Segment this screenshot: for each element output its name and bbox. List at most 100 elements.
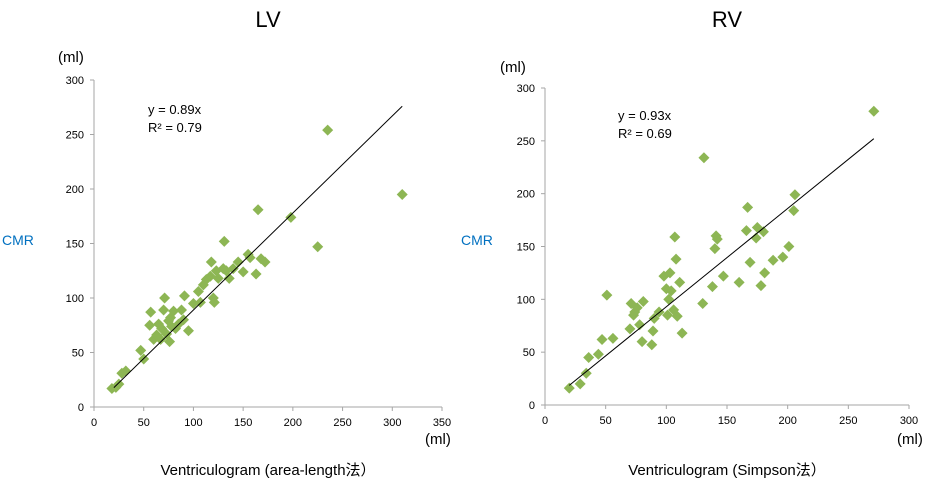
lv-data-point: [194, 296, 206, 308]
rv-data-point: [601, 289, 613, 301]
rv-data-point: [789, 189, 801, 201]
lv-data-point: [164, 336, 176, 348]
lv-r2: R² = 0.79: [148, 120, 202, 135]
rv-data-point: [733, 276, 745, 288]
lv-chart: LV (ml) CMR (ml) Ventriculogram (area-le…: [2, 7, 451, 479]
lv-y-tick-label: 200: [66, 184, 84, 196]
lv-data-point: [175, 304, 187, 316]
rv-data-point: [647, 325, 659, 337]
rv-x-label: Ventriculogram (Simpson法）: [628, 462, 826, 479]
rv-x-tick-label: 50: [600, 415, 612, 427]
lv-data-point: [259, 256, 271, 268]
lv-title: LV: [255, 7, 281, 32]
lv-x-tick-label: 150: [234, 417, 252, 429]
lv-data-point: [250, 268, 262, 280]
rv-x-tick-label: 0: [542, 415, 548, 427]
rv-r2: R² = 0.69: [618, 126, 672, 141]
rv-data-point: [631, 302, 643, 314]
rv-data-point: [697, 298, 709, 310]
rv-chart: RV (ml) CMR (ml) Ventriculogram (Simpson…: [461, 7, 923, 479]
lv-data-point: [312, 241, 324, 253]
rv-y-tick-label: 0: [529, 400, 535, 412]
rv-data-point: [646, 339, 658, 351]
lv-y-tick-label: 250: [66, 130, 84, 142]
lv-x-tick-label: 250: [333, 417, 351, 429]
rv-y-label: CMR: [461, 232, 493, 248]
rv-x-tick-label: 200: [778, 415, 796, 427]
lv-data-point: [396, 188, 408, 200]
rv-data-point: [757, 226, 769, 238]
rv-data-point: [759, 267, 771, 279]
rv-data-point: [663, 293, 675, 305]
lv-data-point: [285, 211, 297, 223]
rv-data-point: [706, 281, 718, 293]
rv-data-point: [670, 253, 682, 265]
lv-x-tick-label: 50: [138, 417, 150, 429]
rv-ticks: 0 50 100 150 200 250 300 0 50 100 150 200 250 300: [517, 83, 919, 427]
rv-data-point: [592, 348, 604, 360]
lv-data-point: [135, 344, 147, 356]
lv-data-point: [232, 256, 244, 268]
lv-data-point: [187, 297, 199, 309]
lv-y-tick-label: 0: [78, 402, 84, 414]
rv-data-point: [742, 201, 754, 213]
rv-data-point: [755, 280, 767, 292]
rv-data-point: [664, 267, 676, 279]
lv-data-point: [322, 124, 334, 136]
lv-trendline-group: [113, 105, 403, 388]
rv-data-point: [788, 205, 800, 217]
rv-data-point: [709, 243, 721, 255]
lv-x-tick-label: 0: [91, 417, 97, 429]
rv-y-tick-label: 300: [517, 83, 535, 95]
lv-data-point: [227, 263, 239, 275]
lv-data-point: [208, 296, 220, 308]
rv-data-point: [648, 312, 660, 324]
rv-y-tick-label: 250: [517, 136, 535, 148]
rv-data-point: [783, 241, 795, 252]
lv-points: [106, 124, 408, 394]
rv-y-tick-label: 50: [523, 347, 535, 359]
rv-data-point: [636, 336, 648, 348]
rv-data-point: [717, 270, 729, 282]
lv-y-label: CMR: [2, 232, 34, 248]
rv-data-point: [676, 327, 688, 339]
lv-equation: y = 0.89x: [148, 102, 202, 117]
rv-x-tick-label: 250: [839, 415, 857, 427]
rv-data-point: [580, 367, 592, 379]
rv-x-tick-label: 300: [900, 415, 918, 427]
rv-data-point: [574, 378, 586, 390]
lv-data-point: [204, 270, 216, 282]
lv-x-tick-label: 200: [284, 417, 302, 429]
lv-data-point: [158, 304, 170, 316]
lv-data-point: [212, 272, 224, 284]
rv-title: RV: [712, 7, 742, 32]
rv-data-point: [665, 285, 677, 297]
rv-data-point: [624, 323, 636, 335]
lv-y-tick-label: 100: [66, 293, 84, 305]
lv-data-point: [244, 252, 256, 264]
lv-data-point: [113, 378, 125, 390]
lv-data-point: [182, 325, 194, 337]
rv-y-tick-label: 150: [517, 242, 535, 254]
rv-data-point: [607, 332, 619, 344]
lv-data-point: [223, 272, 235, 284]
lv-data-point: [178, 290, 190, 302]
rv-data-point: [583, 351, 595, 363]
rv-x-unit: (ml): [897, 431, 923, 448]
rv-data-point: [669, 231, 681, 243]
rv-y-tick-label: 200: [517, 189, 535, 201]
rv-data-point: [674, 276, 686, 288]
lv-y-unit: (ml): [58, 49, 84, 66]
lv-data-point: [192, 285, 204, 297]
lv-data-point: [237, 266, 249, 278]
lv-y-tick-label: 50: [72, 348, 84, 360]
rv-data-point: [662, 309, 674, 321]
lv-x-unit: (ml): [425, 431, 451, 448]
lv-ticks: 0 50 100 150 200 250 300 350 0 50 100 150 200 250 300: [66, 75, 452, 429]
lv-data-point: [205, 256, 217, 268]
rv-data-point: [767, 254, 779, 266]
rv-data-point: [634, 319, 646, 331]
rv-y-unit: (ml): [500, 59, 526, 76]
rv-data-point: [868, 105, 880, 117]
